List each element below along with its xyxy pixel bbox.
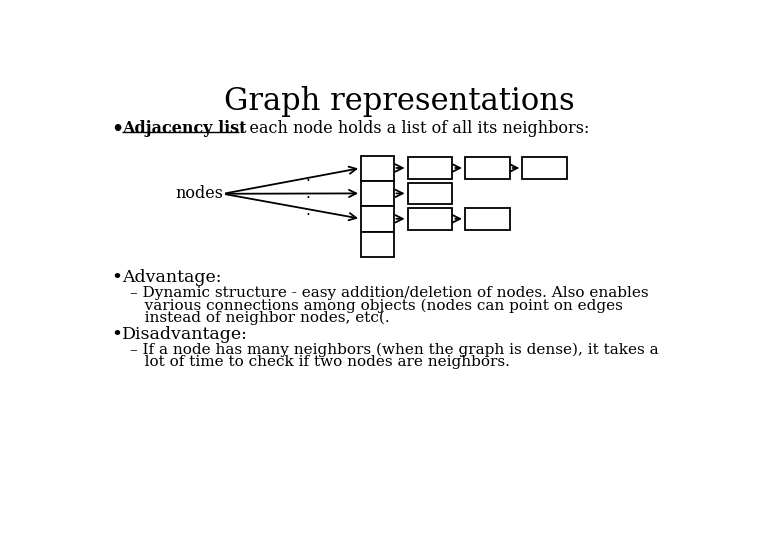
Bar xyxy=(407,157,452,179)
Text: – If a node has many neighbors (when the graph is dense), it takes a: – If a node has many neighbors (when the… xyxy=(130,343,658,357)
Bar xyxy=(522,157,567,179)
Bar xyxy=(465,208,510,230)
Text: .: . xyxy=(305,186,310,201)
Text: •: • xyxy=(112,326,122,344)
Text: Adjacency list: Adjacency list xyxy=(122,120,246,137)
Bar xyxy=(407,208,452,230)
Text: •: • xyxy=(112,269,122,287)
Bar xyxy=(465,157,510,179)
Bar xyxy=(407,183,452,204)
Text: Graph representations: Graph representations xyxy=(225,86,575,117)
Text: .: . xyxy=(305,168,310,184)
Bar xyxy=(361,156,394,181)
Text: Disadvantage:: Disadvantage: xyxy=(122,326,248,343)
Text: nodes: nodes xyxy=(175,185,223,202)
Text: .: . xyxy=(305,203,310,218)
Text: Advantage:: Advantage: xyxy=(122,269,222,286)
Text: instead of neighbor nodes, etc(.: instead of neighbor nodes, etc(. xyxy=(130,310,390,325)
Bar xyxy=(361,181,394,206)
Text: : each node holds a list of all its neighbors:: : each node holds a list of all its neig… xyxy=(239,120,589,137)
Text: various connections among objects (nodes can point on edges: various connections among objects (nodes… xyxy=(130,298,623,313)
Text: •: • xyxy=(112,120,123,138)
Bar xyxy=(361,232,394,257)
Text: lot of time to check if two nodes are neighbors.: lot of time to check if two nodes are ne… xyxy=(130,355,510,369)
Bar xyxy=(361,206,394,232)
Text: – Dynamic structure - easy addition/deletion of nodes. Also enables: – Dynamic structure - easy addition/dele… xyxy=(130,286,649,300)
